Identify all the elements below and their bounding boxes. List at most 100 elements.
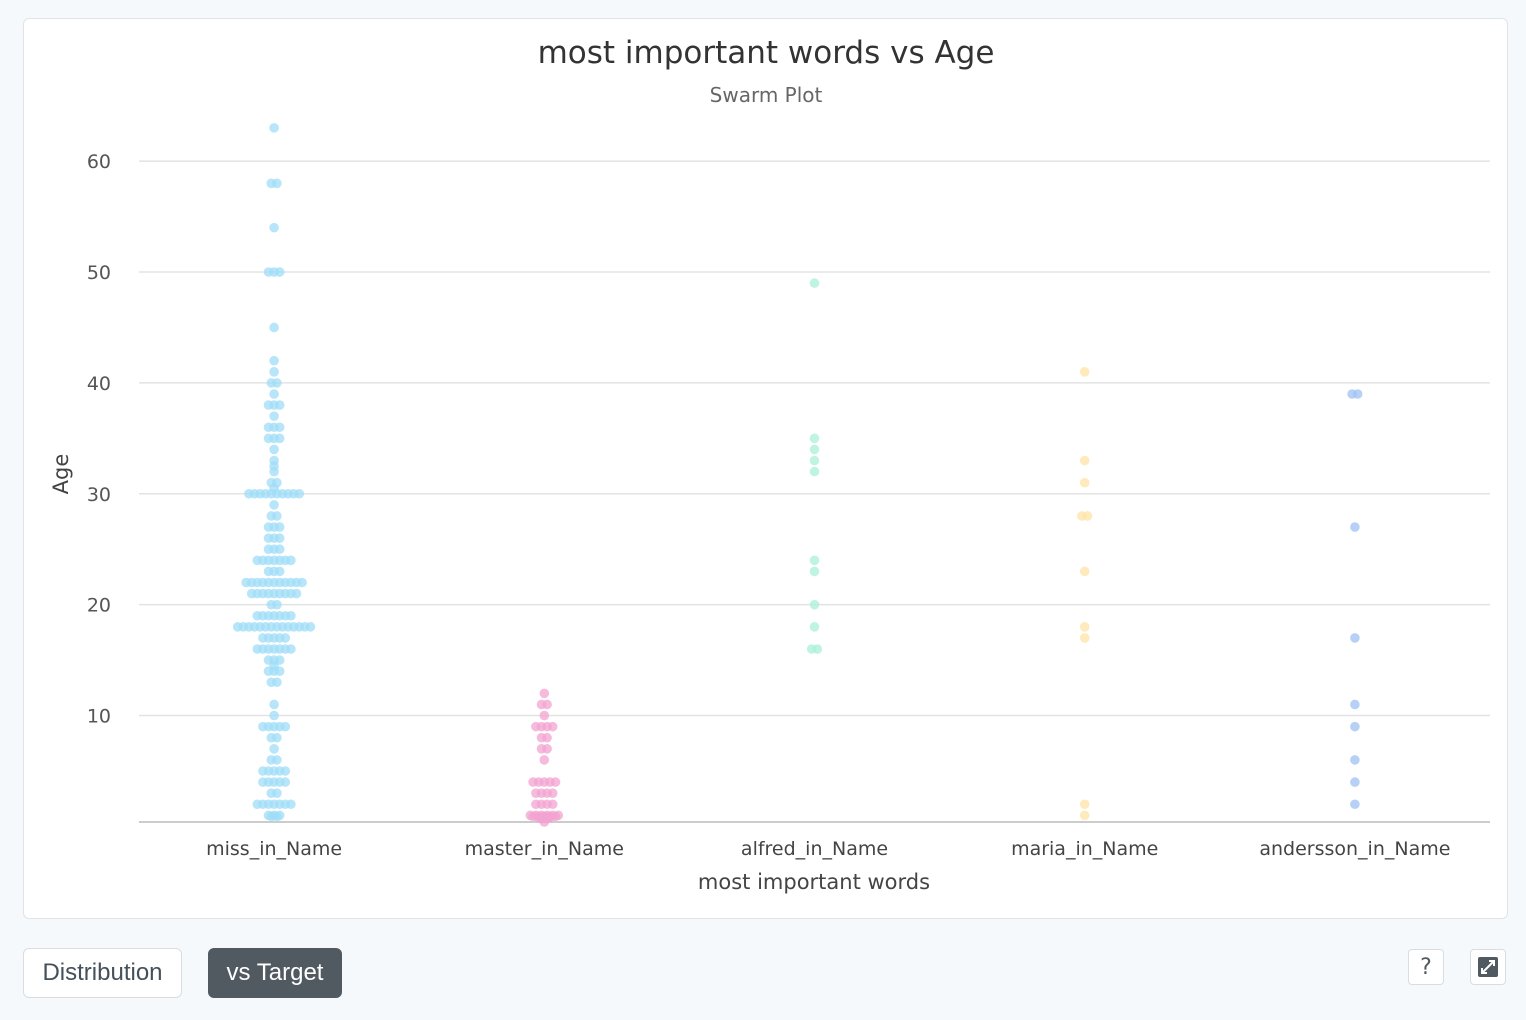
swarm-point: [809, 278, 820, 288]
swarm-point: [280, 766, 291, 776]
swarm-point: [269, 222, 279, 233]
swarm-point: [286, 610, 296, 621]
swarm-point: [272, 811, 282, 822]
distribution-button[interactable]: Distribution: [23, 948, 182, 998]
swarm-point: [274, 422, 285, 433]
swarm-point: [1079, 810, 1090, 821]
swarm-point: [542, 732, 552, 743]
swarm-point: [539, 688, 550, 699]
swarm-point: [272, 599, 282, 610]
swarm-point: [269, 411, 279, 421]
chart-subtitle: Swarm Plot: [710, 83, 823, 107]
swarm-point: [550, 777, 561, 787]
swarm-point: [539, 755, 550, 765]
swarm-point: [269, 483, 279, 494]
swarm-point: [547, 788, 558, 798]
swarm-point: [269, 466, 279, 477]
swarm-point: [272, 511, 282, 521]
y-tick-label: 50: [87, 262, 111, 284]
swarm-point: [269, 699, 279, 710]
swarm-point: [809, 599, 820, 610]
swarm-point: [809, 555, 820, 566]
swarm-point: [1350, 777, 1360, 787]
swarm-point: [809, 455, 820, 466]
y-tick-label: 10: [87, 706, 111, 728]
swarm-point: [809, 433, 820, 444]
y-tick-label: 20: [87, 595, 111, 617]
x-tick-label: andersson_in_Name: [1259, 838, 1450, 860]
swarm-point: [269, 444, 279, 455]
swarm-point: [280, 633, 291, 643]
swarm-point: [539, 710, 550, 721]
x-tick-label: alfred_in_Name: [741, 838, 888, 860]
swarm-point: [269, 389, 279, 399]
chart-title: most important words vs Age: [538, 35, 995, 71]
swarm-point: [269, 123, 279, 133]
swarm-point: [280, 777, 291, 787]
swarm-point: [269, 744, 279, 754]
swarm-point: [1350, 699, 1360, 710]
swarm-point: [809, 466, 820, 477]
x-tick-label: maria_in_Name: [1011, 838, 1158, 860]
swarm-point: [272, 378, 282, 388]
swarm-point: [274, 544, 285, 555]
y-tick-label: 40: [87, 373, 111, 395]
swarm-point: [269, 710, 279, 721]
swarm-point: [272, 788, 282, 798]
swarm-point: [274, 522, 285, 532]
swarm-point: [294, 488, 305, 499]
swarm-point: [286, 644, 296, 654]
swarm-point: [305, 622, 316, 632]
x-tick-label: master_in_Name: [465, 838, 624, 860]
x-axis-label: most important words: [698, 870, 930, 894]
swarm-point: [274, 400, 285, 410]
swarm-point: [539, 817, 550, 827]
swarm-point: [297, 577, 307, 588]
expand-icon: [1478, 957, 1498, 977]
swarm-point: [809, 622, 820, 632]
swarm-point: [542, 699, 552, 710]
swarm-point: [272, 755, 282, 765]
swarm-point: [286, 799, 296, 810]
y-axis-label: Age: [49, 454, 73, 495]
swarm-point: [274, 433, 285, 444]
swarm-point: [280, 721, 291, 732]
swarm-point: [547, 721, 558, 732]
vs-target-button[interactable]: vs Target: [208, 948, 342, 998]
swarm-point: [269, 500, 279, 510]
swarm-point: [1079, 633, 1090, 643]
chart-card: most important words vs Age Swarm Plot A…: [23, 18, 1508, 919]
swarm-point: [1350, 633, 1360, 643]
swarm-point: [1352, 389, 1363, 399]
swarm-point: [1350, 721, 1360, 732]
swarm-point: [1079, 566, 1090, 577]
swarm-point: [1350, 755, 1360, 765]
swarm-point: [812, 644, 823, 654]
swarm-point: [274, 566, 285, 577]
swarm-point: [269, 355, 279, 366]
swarm-point: [1079, 799, 1090, 810]
swarm-point: [1082, 511, 1093, 521]
swarm-point: [809, 444, 820, 455]
help-button[interactable]: ?: [1408, 949, 1444, 985]
swarm-point: [1079, 367, 1090, 377]
x-tick-label: miss_in_Name: [206, 838, 342, 860]
expand-button[interactable]: [1470, 949, 1506, 985]
swarm-point: [1350, 522, 1360, 532]
swarm-point: [1079, 477, 1090, 488]
swarm-point: [272, 732, 282, 743]
swarm-point: [274, 267, 285, 277]
swarm-chart: most important words vs Age Swarm Plot A…: [49, 35, 1490, 894]
swarm-point: [269, 322, 279, 333]
y-tick-label: 30: [87, 484, 111, 506]
swarm-point: [272, 677, 282, 688]
swarm-point: [269, 367, 279, 377]
question-mark-icon: ?: [1420, 954, 1432, 980]
swarm-point: [1350, 799, 1360, 810]
swarm-point: [291, 588, 302, 599]
swarm-point: [1079, 455, 1090, 466]
y-tick-label: 60: [87, 151, 111, 173]
swarm-point: [809, 566, 820, 577]
swarm-point: [286, 555, 296, 566]
swarm-point: [1079, 622, 1090, 632]
